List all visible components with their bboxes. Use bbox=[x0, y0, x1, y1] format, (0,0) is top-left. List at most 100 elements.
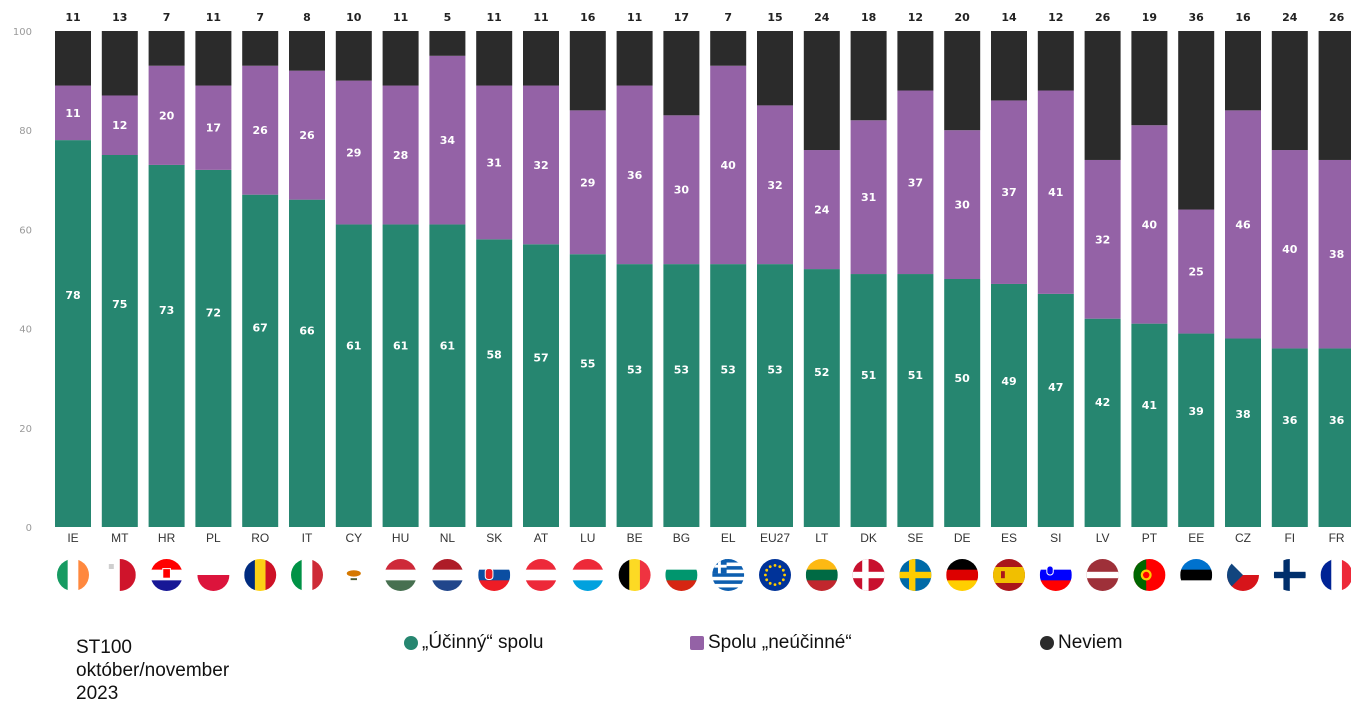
data-label-ineffective: 32 bbox=[767, 179, 782, 192]
legend-label-ineffective: Spolu „neúčinné“ bbox=[708, 632, 852, 653]
data-label-effective: 61 bbox=[440, 339, 455, 352]
x-tick-label: NL bbox=[440, 531, 456, 545]
x-tick-label: ES bbox=[1001, 531, 1017, 545]
bar-segment-ineffective-dk bbox=[850, 120, 887, 275]
data-label-ineffective: 40 bbox=[1282, 243, 1298, 256]
germany-flag-icon bbox=[946, 559, 979, 591]
x-tick-label: FR bbox=[1329, 531, 1345, 545]
data-label-ineffective: 32 bbox=[533, 159, 548, 172]
bar-segment-ineffective-fi bbox=[1271, 150, 1308, 349]
data-label-ineffective: 29 bbox=[580, 176, 595, 189]
bar-segment-dont-know-bg bbox=[663, 31, 700, 116]
data-label-dont-know: 12 bbox=[908, 11, 923, 24]
data-label-effective: 49 bbox=[1001, 375, 1016, 388]
data-label-dont-know: 17 bbox=[674, 11, 689, 24]
data-label-dont-know: 26 bbox=[1329, 11, 1345, 24]
bar-segment-dont-know-lt bbox=[803, 31, 840, 151]
data-label-effective: 36 bbox=[1329, 414, 1345, 427]
bar-segment-ineffective-el bbox=[710, 65, 747, 265]
data-label-effective: 73 bbox=[159, 304, 174, 317]
bar-segment-effective-dk bbox=[850, 274, 887, 527]
data-label-dont-know: 24 bbox=[1282, 11, 1298, 24]
bar-segment-ineffective-se bbox=[897, 90, 934, 275]
legend-label-dont-know: Neviem bbox=[1058, 632, 1123, 653]
labels: 781111IE751213MT73207HR721711PL67267RO66… bbox=[65, 11, 1345, 545]
bar-segment-effective-ie bbox=[55, 140, 91, 527]
data-label-dont-know: 11 bbox=[487, 11, 502, 24]
data-label-effective: 75 bbox=[112, 298, 127, 311]
x-tick-label: AT bbox=[534, 531, 549, 545]
bar-segment-ineffective-ee bbox=[1178, 209, 1215, 334]
slovakia-flag-icon bbox=[478, 559, 511, 591]
data-label-dont-know: 7 bbox=[163, 11, 171, 24]
bulgaria-flag-icon bbox=[665, 559, 698, 591]
slovenia-flag-icon bbox=[1039, 559, 1072, 591]
bar-segment-effective-es bbox=[991, 283, 1027, 527]
bar-segment-effective-fi bbox=[1271, 348, 1308, 527]
bar-segment-effective-pt bbox=[1131, 323, 1168, 527]
x-tick-label: CZ bbox=[1235, 531, 1251, 545]
x-tick-label: LU bbox=[580, 531, 595, 545]
y-axis: 0 20 40 60 80 100 bbox=[13, 27, 32, 534]
legend-label-effective: „Účinný“ spolu bbox=[422, 632, 544, 653]
data-label-effective: 72 bbox=[206, 307, 221, 320]
data-label-effective: 51 bbox=[861, 369, 876, 382]
bar-segment-dont-know-at bbox=[523, 31, 559, 86]
data-label-dont-know: 11 bbox=[393, 11, 408, 24]
bar-segment-effective-ro bbox=[242, 194, 279, 527]
data-label-ineffective: 46 bbox=[1235, 218, 1251, 231]
bar-segment-ineffective-lv bbox=[1084, 159, 1121, 319]
luxembourg-flag-icon bbox=[571, 559, 604, 591]
legend-item-dont-know: Neviem bbox=[1040, 632, 1122, 654]
bar-segment-dont-know-nl bbox=[429, 31, 466, 56]
bar-segment-effective-be bbox=[616, 264, 653, 527]
data-label-ineffective: 38 bbox=[1329, 248, 1344, 261]
malta-flag-icon bbox=[103, 559, 136, 591]
bar-segment-dont-know-hu bbox=[382, 31, 419, 86]
greece-flag-icon bbox=[712, 559, 745, 591]
bar-segment-ineffective-si bbox=[1037, 90, 1074, 294]
data-label-dont-know: 7 bbox=[256, 11, 264, 24]
data-label-dont-know: 36 bbox=[1189, 11, 1205, 24]
data-label-ineffective: 26 bbox=[253, 124, 269, 137]
data-label-effective: 39 bbox=[1189, 405, 1204, 418]
bar-segment-effective-cy bbox=[335, 224, 372, 527]
bar-segment-effective-pl bbox=[195, 169, 232, 527]
x-tick-label: DK bbox=[860, 531, 877, 545]
data-label-ineffective: 20 bbox=[159, 109, 175, 122]
data-label-ineffective: 26 bbox=[299, 129, 315, 142]
bar-segment-effective-el bbox=[710, 264, 747, 527]
bar-segment-ineffective-pl bbox=[195, 85, 232, 170]
data-label-effective: 41 bbox=[1142, 399, 1157, 412]
x-tick-label: IE bbox=[67, 531, 78, 545]
x-tick-label: SI bbox=[1050, 531, 1061, 545]
bar-segment-ineffective-ie bbox=[55, 85, 91, 141]
legend-swatch-effective bbox=[404, 636, 418, 650]
data-label-effective: 57 bbox=[533, 351, 548, 364]
data-label-dont-know: 11 bbox=[627, 11, 642, 24]
finland-flag-icon bbox=[1273, 559, 1306, 591]
bar-segment-dont-know-eu27 bbox=[757, 31, 793, 106]
data-label-effective: 42 bbox=[1095, 396, 1110, 409]
bar-segment-dont-know-hr bbox=[148, 31, 185, 66]
france-flag-icon bbox=[1320, 559, 1351, 591]
data-label-dont-know: 13 bbox=[112, 11, 127, 24]
x-tick-label: HU bbox=[392, 531, 409, 545]
bar-segment-effective-hr bbox=[148, 164, 185, 528]
data-label-ineffective: 40 bbox=[1142, 218, 1158, 231]
x-tick-label: HR bbox=[158, 531, 176, 545]
bar-segment-ineffective-it bbox=[289, 70, 325, 200]
bar-segment-dont-know-dk bbox=[850, 31, 887, 121]
x-tick-label: EU27 bbox=[760, 531, 790, 545]
bar-segment-dont-know-si bbox=[1037, 31, 1074, 91]
y-tick-label: 0 bbox=[26, 523, 32, 534]
x-tick-label: PL bbox=[206, 531, 221, 545]
bar-segment-dont-know-it bbox=[289, 31, 325, 71]
data-label-effective: 36 bbox=[1282, 414, 1298, 427]
x-tick-label: SE bbox=[907, 531, 923, 545]
bar-segment-effective-se bbox=[897, 274, 934, 527]
sweden-flag-icon bbox=[899, 559, 932, 591]
data-label-dont-know: 8 bbox=[303, 11, 311, 24]
data-label-dont-know: 19 bbox=[1142, 11, 1157, 24]
y-tick-label: 20 bbox=[19, 424, 32, 435]
